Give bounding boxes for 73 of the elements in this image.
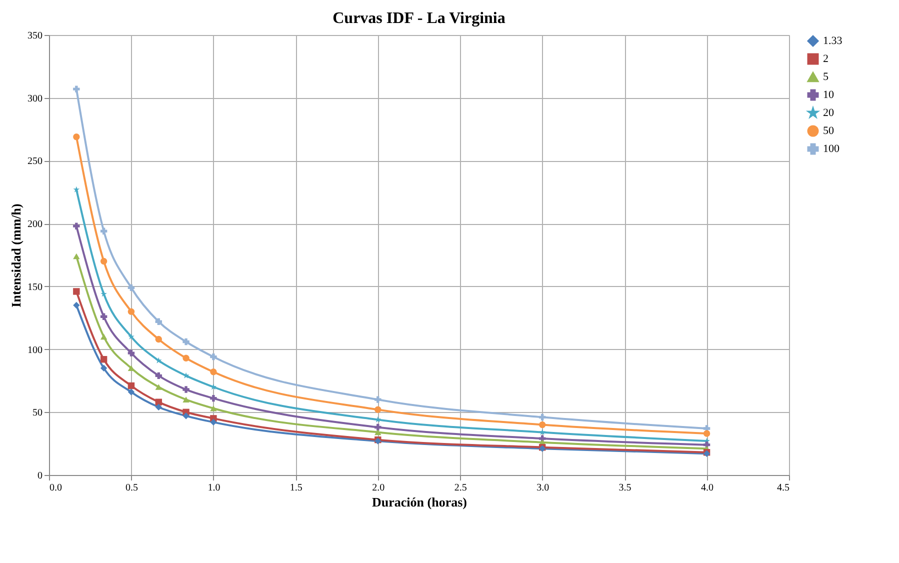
point: [128, 382, 135, 390]
point: [128, 350, 135, 356]
y-tick-label: 50: [32, 408, 42, 419]
x-tick-label: 2.5: [454, 482, 467, 494]
legend-label: 50: [823, 125, 834, 137]
point: [374, 406, 382, 413]
point: [100, 356, 108, 363]
point: [128, 308, 135, 315]
x-tick-label: 4.0: [701, 482, 714, 494]
x-tick-label: 4.5: [777, 482, 790, 494]
y-axis-title: Intensidad (mm/h): [8, 204, 24, 308]
legend-label: 10: [823, 89, 834, 101]
point: [538, 414, 546, 421]
point: [73, 133, 80, 140]
point: [210, 353, 217, 360]
point: [100, 313, 108, 320]
point: [155, 336, 162, 343]
point: [155, 398, 162, 406]
point: [100, 290, 107, 297]
point: [374, 416, 382, 422]
point: [182, 386, 190, 393]
point: [73, 186, 80, 192]
x-tick-label: 2.0: [372, 482, 385, 494]
point: [210, 394, 217, 402]
x-tick-label: 1.0: [208, 482, 220, 494]
x-axis-title: Duración (horas): [372, 494, 467, 510]
y-tick-label: 300: [28, 93, 42, 104]
point: [210, 405, 217, 412]
y-tick-label: 150: [28, 282, 42, 293]
point: [210, 368, 217, 376]
legend-label: 100: [823, 143, 840, 155]
point: [155, 357, 162, 364]
x-tick-label: 0.0: [50, 482, 62, 494]
point: [73, 288, 80, 295]
point: [100, 364, 108, 372]
point: [703, 430, 710, 437]
legend-label: 20: [823, 107, 834, 119]
point: [100, 228, 108, 234]
point: [73, 302, 80, 309]
point: [155, 404, 162, 410]
point: [182, 412, 190, 420]
point: [100, 258, 108, 265]
y-tick-label: 350: [28, 30, 42, 42]
point: [128, 388, 135, 396]
point: [73, 253, 80, 260]
point: [73, 222, 80, 230]
x-tick-label: 0.5: [125, 482, 138, 494]
x-tick-label: 1.5: [290, 482, 302, 494]
y-tick-label: 100: [28, 344, 42, 356]
x-tick-label: 3.0: [536, 482, 550, 494]
point: [155, 384, 162, 390]
legend-label: 2: [823, 53, 828, 65]
point: [538, 421, 546, 428]
point: [73, 86, 80, 92]
legend-label: 5: [823, 71, 829, 83]
point: [374, 396, 382, 403]
point: [182, 354, 190, 362]
point: [128, 284, 135, 292]
point: [100, 334, 108, 340]
point: [128, 333, 134, 340]
y-tick-label: 250: [28, 156, 42, 168]
point: [374, 429, 382, 436]
y-tick-label: 200: [28, 219, 42, 230]
point: [155, 372, 162, 380]
point: [210, 418, 217, 426]
point: [539, 428, 546, 435]
x-tick-label: 3.5: [618, 482, 632, 494]
point: [182, 396, 190, 402]
point: [155, 318, 162, 325]
legend-label: 1.33: [823, 35, 843, 47]
y-tick-label: 0: [38, 470, 42, 482]
chart-title: Curvas IDF - La Virginia: [332, 10, 506, 27]
point: [182, 338, 190, 346]
